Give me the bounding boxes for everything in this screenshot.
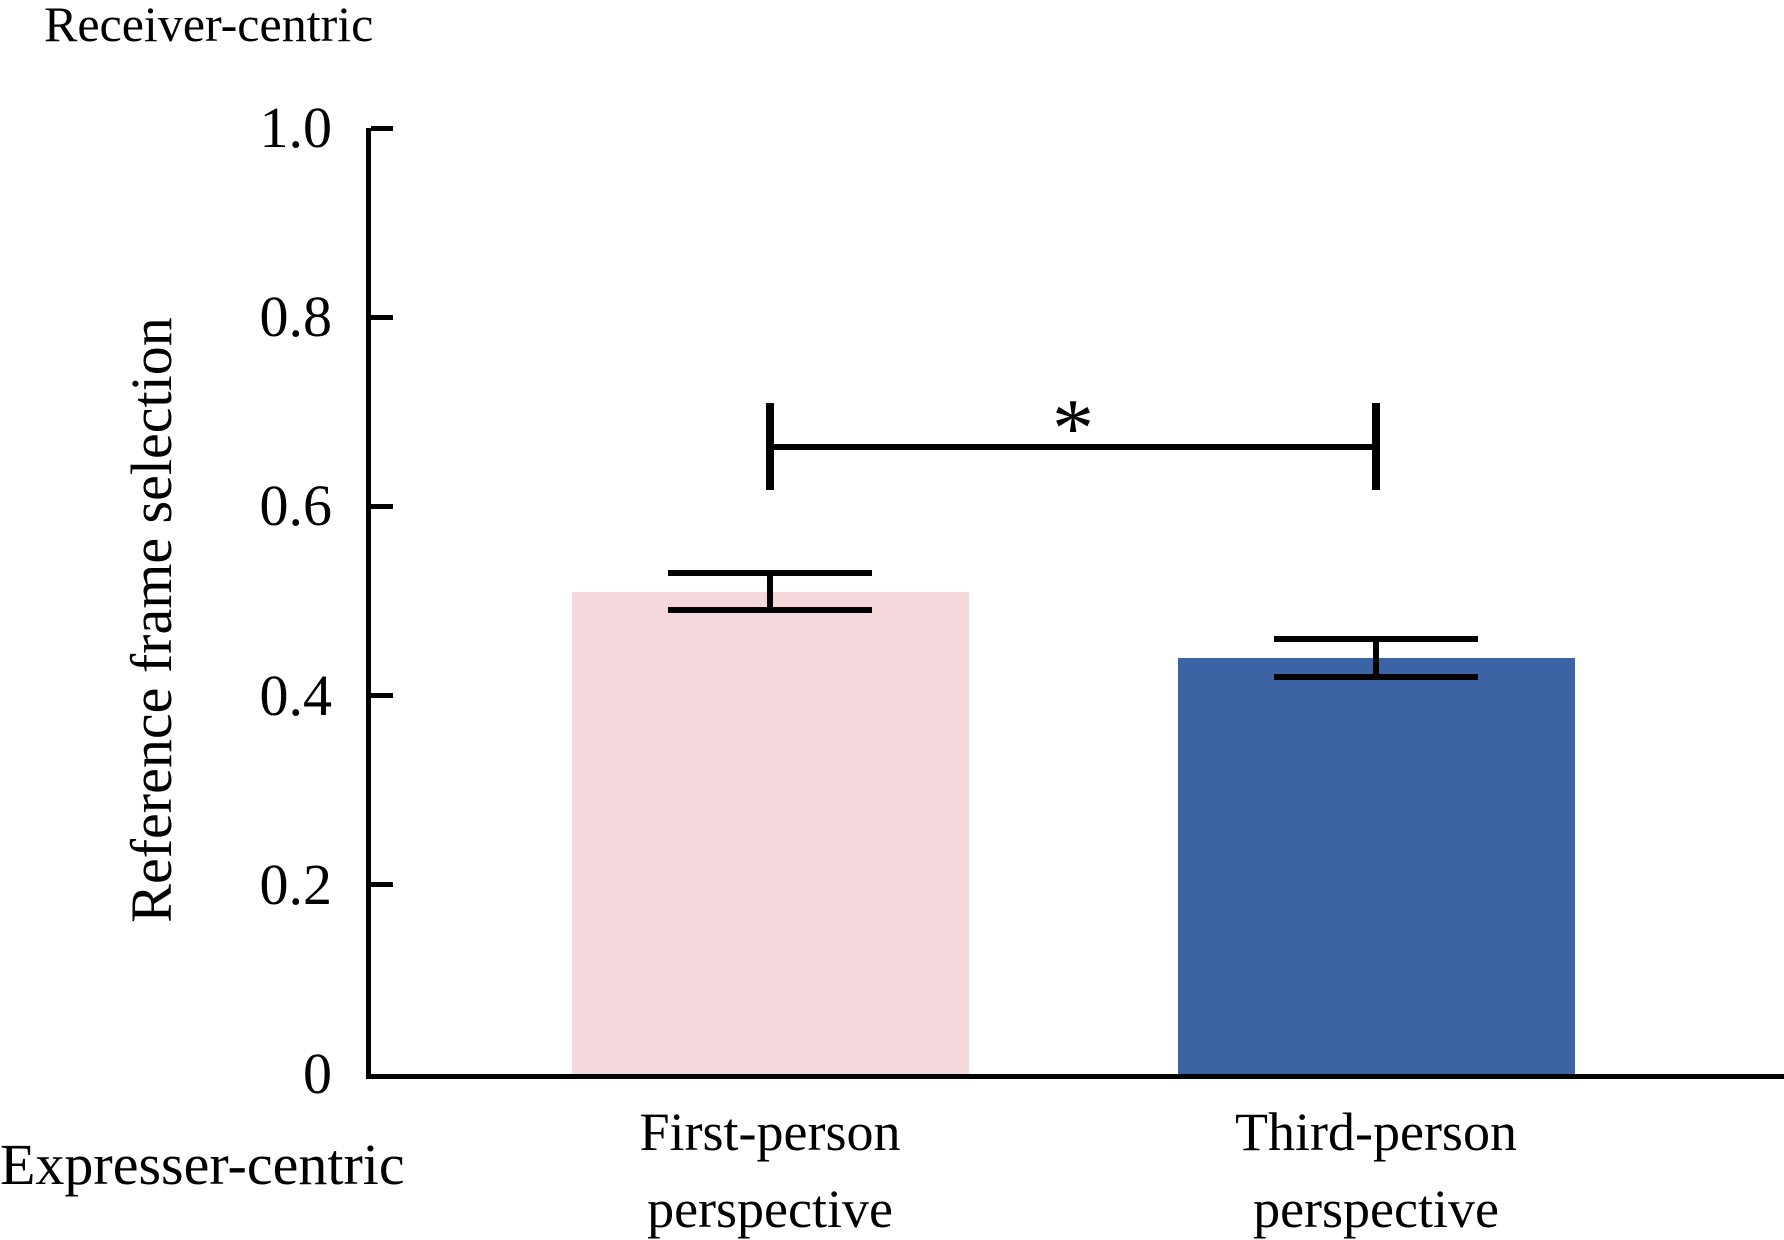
y-tick-label: 1.0 (259, 95, 333, 160)
y-tick-label: 0.6 (259, 473, 333, 539)
y-axis-top-endpoint-label: Receiver-centric (44, 0, 374, 52)
y-tick-label: 0.8 (259, 284, 333, 350)
plot-area: * (366, 125, 1784, 1079)
y-axis-bottom-endpoint-label: Expresser-centric (0, 1132, 405, 1197)
error-bar-cap-top (668, 569, 872, 576)
significance-bracket-tip (1372, 403, 1380, 491)
y-axis-tick (371, 693, 393, 699)
y-axis-tick (371, 125, 393, 131)
significance-asterisk: * (1052, 381, 1094, 475)
error-bar-cap-top (1274, 635, 1478, 642)
error-bar-vertical (767, 572, 773, 611)
y-axis-tick (371, 503, 393, 509)
y-axis-tick (371, 314, 393, 320)
x-category-label: First-person perspective (639, 1102, 901, 1239)
y-tick-label: 0.2 (259, 851, 333, 917)
y-tick-label: 0 (303, 1041, 332, 1106)
y-tick-label: 0.4 (259, 662, 333, 728)
bar (571, 591, 969, 1074)
bar (1177, 657, 1575, 1074)
error-bar-vertical (1373, 638, 1379, 677)
error-bar-cap-bottom (668, 607, 872, 614)
y-axis-tick (371, 882, 393, 888)
significance-bracket-line (770, 443, 1376, 450)
significance-bracket-tip (766, 403, 774, 491)
x-category-label: Third-person perspective (1235, 1102, 1517, 1239)
error-bar-cap-bottom (1274, 673, 1478, 680)
